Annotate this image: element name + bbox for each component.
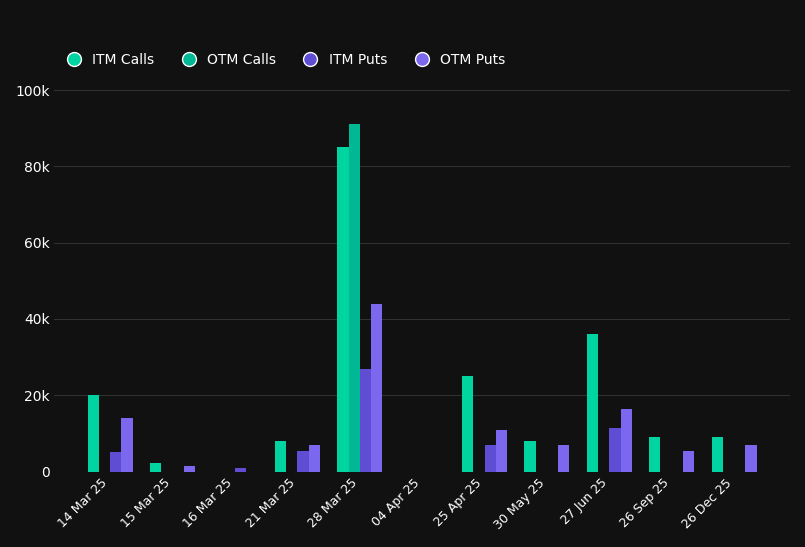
- Bar: [337, 147, 349, 472]
- Bar: [308, 445, 320, 472]
- Bar: [122, 418, 133, 472]
- Bar: [360, 369, 371, 472]
- Bar: [297, 451, 308, 472]
- Bar: [609, 428, 621, 472]
- Bar: [235, 468, 246, 472]
- Bar: [184, 466, 195, 472]
- Bar: [151, 463, 162, 472]
- Bar: [110, 452, 122, 472]
- Bar: [525, 441, 535, 472]
- Bar: [712, 437, 723, 472]
- Bar: [650, 437, 660, 472]
- Bar: [558, 445, 569, 472]
- Legend: ITM Calls, OTM Calls, ITM Puts, OTM Puts: ITM Calls, OTM Calls, ITM Puts, OTM Puts: [61, 48, 510, 73]
- Bar: [745, 445, 757, 472]
- Bar: [462, 376, 473, 472]
- Bar: [349, 125, 360, 472]
- Bar: [275, 441, 287, 472]
- Bar: [485, 445, 496, 472]
- Bar: [587, 334, 598, 472]
- Bar: [621, 409, 632, 472]
- Bar: [496, 429, 507, 472]
- Bar: [683, 451, 694, 472]
- Bar: [371, 304, 382, 472]
- Bar: [88, 395, 99, 472]
